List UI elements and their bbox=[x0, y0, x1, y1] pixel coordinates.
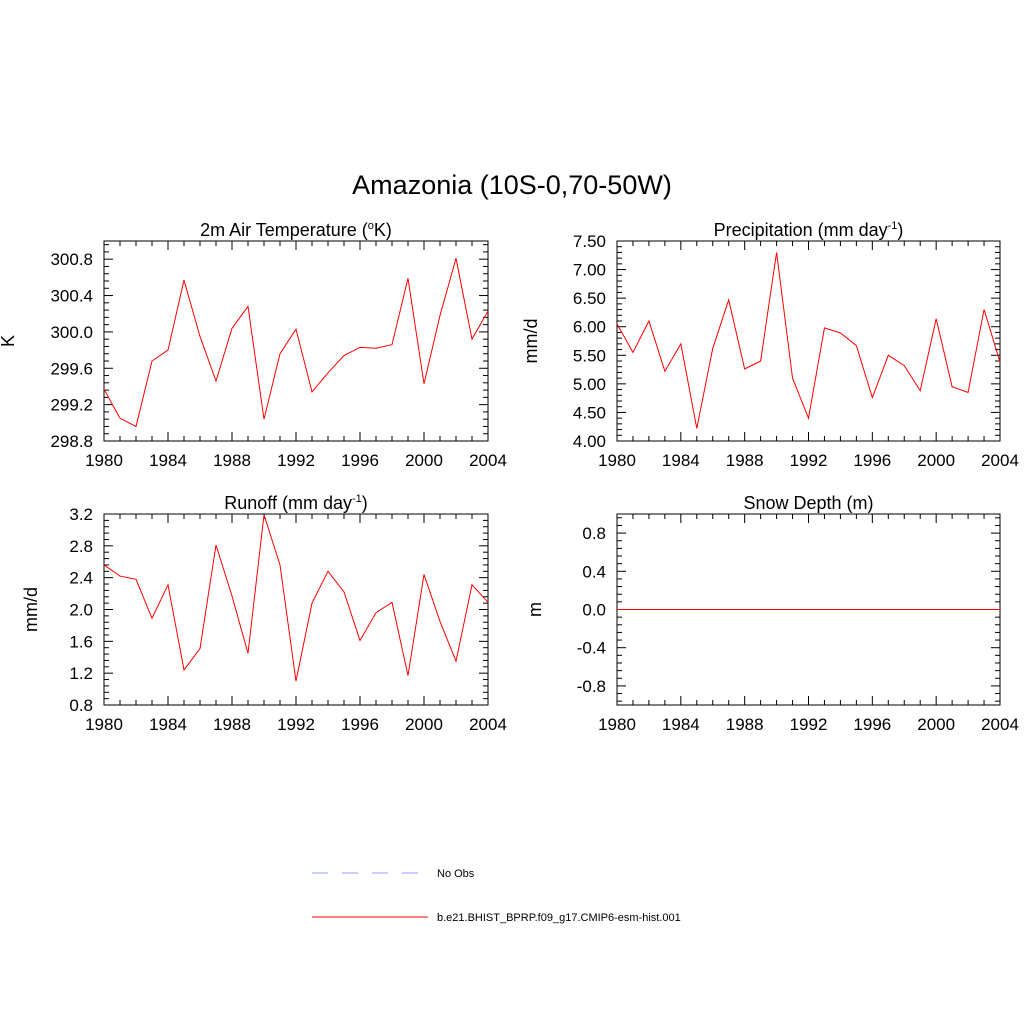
y-tick-label-4-50: 4.50 bbox=[573, 403, 606, 422]
y-tick-label-1-2: 1.2 bbox=[69, 664, 93, 683]
x-tick-label-1984: 1984 bbox=[662, 715, 700, 734]
legend-label-no-obs: No Obs bbox=[437, 868, 475, 880]
y-tick-label-299-2: 299.2 bbox=[50, 396, 93, 415]
series-line-model bbox=[616, 252, 1001, 429]
y-tick-label-2-8: 2.8 bbox=[69, 537, 93, 556]
x-tick-label-1992: 1992 bbox=[790, 715, 828, 734]
x-tick-label-2004: 2004 bbox=[981, 715, 1019, 734]
y-tick-label-6-50: 6.50 bbox=[573, 289, 606, 308]
panel-title-text-end: ) bbox=[897, 220, 903, 240]
panel-title: Precipitation (mm day-1) bbox=[714, 220, 904, 240]
y-tick-label-4-00: 4.00 bbox=[573, 432, 606, 451]
plot-frame bbox=[103, 240, 489, 442]
panel-title: Runoff (mm day-1) bbox=[224, 493, 368, 513]
panel-snow-depth: Snow Depth (m) m 1980 1984 1988 1992 1996 2000 2… bbox=[525, 493, 1019, 734]
x-tick-label-2000: 2000 bbox=[405, 715, 443, 734]
y-axis-label: m bbox=[525, 602, 545, 617]
x-tick-label-1984: 1984 bbox=[149, 715, 187, 734]
panel-runoff: Runoff (mm day-1) mm/d 1980 1984 1988 1992 199… bbox=[21, 493, 507, 734]
y-tick-label-300-0: 300.0 bbox=[50, 323, 93, 342]
x-tick-label-1988: 1988 bbox=[213, 451, 251, 470]
x-tick-label-1996: 1996 bbox=[853, 451, 891, 470]
y-axis-label: mm/d bbox=[521, 319, 541, 364]
x-tick-label-1984: 1984 bbox=[149, 451, 187, 470]
x-tick-label-2000: 2000 bbox=[405, 451, 443, 470]
x-tick-label-1988: 1988 bbox=[726, 451, 764, 470]
y-tick-label-0-8: 0.8 bbox=[69, 696, 93, 715]
y-tick-label-7-00: 7.00 bbox=[573, 261, 606, 280]
panel-precipitation: Precipitation (mm day-1) mm/d 1980 1984 1988… bbox=[521, 220, 1019, 470]
y-tick-label-1-6: 1.6 bbox=[69, 632, 93, 651]
y-tick-label-5-00: 5.00 bbox=[573, 375, 606, 394]
plot-frame bbox=[616, 240, 1001, 442]
x-tick-label-2004: 2004 bbox=[981, 451, 1019, 470]
y-axis-label: mm/d bbox=[21, 587, 41, 632]
x-tick-label-1992: 1992 bbox=[277, 715, 315, 734]
panel-title-superscript: o bbox=[368, 220, 374, 232]
panel-title-text-end: K) bbox=[374, 220, 392, 240]
legend: No Obs b.e21.BHIST_BPRP.f09_g17.CMIP6-es… bbox=[312, 868, 681, 924]
x-tick-label-2000: 2000 bbox=[917, 451, 955, 470]
panel-title-text: Precipitation (mm day bbox=[714, 220, 888, 240]
series-line-model bbox=[103, 514, 489, 682]
y-tick-label-0-4: 0.4 bbox=[582, 562, 606, 581]
panel-title-text: 2m Air Temperature ( bbox=[200, 220, 368, 240]
y-tick-label-299-6: 299.6 bbox=[50, 359, 93, 378]
x-tick-label-2004: 2004 bbox=[469, 715, 507, 734]
y-tick-label-0-8: 0.8 bbox=[582, 524, 606, 543]
y-tick-label-300-4: 300.4 bbox=[50, 287, 93, 306]
y-axis-label: K bbox=[0, 335, 18, 347]
y-tick-label-298-8: 298.8 bbox=[50, 432, 93, 451]
y-tick-label-7-50: 7.50 bbox=[573, 232, 606, 251]
x-tick-label-1980: 1980 bbox=[598, 715, 636, 734]
y-tick-label-300-8: 300.8 bbox=[50, 250, 93, 269]
legend-label-model: b.e21.BHIST_BPRP.f09_g17.CMIP6-esm-hist.… bbox=[437, 912, 681, 924]
main-title: Amazonia (10S-0,70-50W) bbox=[352, 170, 672, 200]
x-tick-label-1988: 1988 bbox=[726, 715, 764, 734]
series-line-model bbox=[103, 258, 489, 428]
y-tick-label-6-00: 6.00 bbox=[573, 318, 606, 337]
x-tick-label-1996: 1996 bbox=[853, 715, 891, 734]
y-tick-label-0-0: 0.0 bbox=[582, 601, 606, 620]
panel-title-superscript: -1 bbox=[352, 493, 362, 505]
x-tick-label-1992: 1992 bbox=[277, 451, 315, 470]
panel-air-temperature: 2m Air Temperature (oK) K 1980 1984 1988 1992… bbox=[0, 220, 507, 470]
panel-title: 2m Air Temperature (oK) bbox=[200, 220, 392, 240]
y-tick-label-2-4: 2.4 bbox=[69, 569, 93, 588]
x-tick-label-2000: 2000 bbox=[917, 715, 955, 734]
y-tick-label-0-4: -0.4 bbox=[577, 639, 606, 658]
y-tick-label-5-50: 5.50 bbox=[573, 346, 606, 365]
x-tick-label-1996: 1996 bbox=[341, 451, 379, 470]
y-tick-label-3-2: 3.2 bbox=[69, 505, 93, 524]
x-tick-label-1996: 1996 bbox=[341, 715, 379, 734]
x-tick-label-1988: 1988 bbox=[213, 715, 251, 734]
panel-title-text: Runoff (mm day bbox=[224, 493, 352, 513]
plot-frame bbox=[103, 513, 489, 706]
panel-title-text: Snow Depth (m) bbox=[743, 493, 873, 513]
x-tick-label-1980: 1980 bbox=[85, 451, 123, 470]
y-tick-label-0-8: -0.8 bbox=[577, 677, 606, 696]
panel-title-text-end: ) bbox=[362, 493, 368, 513]
panel-title: Snow Depth (m) bbox=[743, 493, 873, 513]
panel-title-superscript: -1 bbox=[888, 220, 898, 232]
x-tick-label-1992: 1992 bbox=[790, 451, 828, 470]
x-tick-label-2004: 2004 bbox=[469, 451, 507, 470]
x-tick-label-1980: 1980 bbox=[598, 451, 636, 470]
y-tick-label-2-0: 2.0 bbox=[69, 601, 93, 620]
x-tick-label-1984: 1984 bbox=[662, 451, 700, 470]
x-tick-label-1980: 1980 bbox=[85, 715, 123, 734]
